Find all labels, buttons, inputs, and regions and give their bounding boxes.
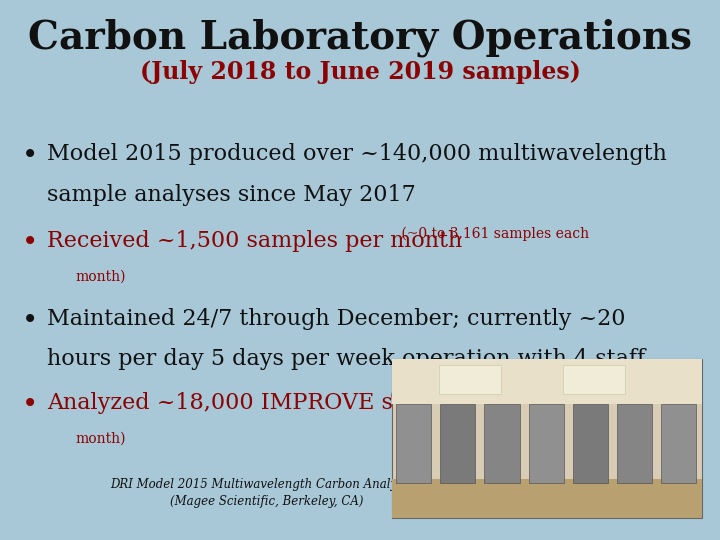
Text: sample analyses since May 2017: sample analyses since May 2017 xyxy=(47,184,415,206)
FancyBboxPatch shape xyxy=(563,366,625,394)
Text: Analyzed ~18,000 IMPROVE samples: Analyzed ~18,000 IMPROVE samples xyxy=(47,392,473,414)
FancyBboxPatch shape xyxy=(440,404,475,483)
FancyBboxPatch shape xyxy=(392,359,702,518)
Text: Model 2015 produced over ~140,000 multiwavelength: Model 2015 produced over ~140,000 multiw… xyxy=(47,143,667,165)
Text: Received ~1,500 samples per month (~0 to 3,161 samples each: Received ~1,500 samples per month (~0 to… xyxy=(47,230,498,244)
FancyBboxPatch shape xyxy=(662,404,696,483)
Text: •: • xyxy=(22,308,38,335)
Text: Received ~1,500 samples per month: Received ~1,500 samples per month xyxy=(47,230,462,252)
Text: •: • xyxy=(22,143,38,170)
Text: Analyzed ~18,000 IMPROVE samples (up to 2,400 per: Analyzed ~18,000 IMPROVE samples (up to … xyxy=(47,392,430,406)
FancyBboxPatch shape xyxy=(485,404,520,483)
Text: •: • xyxy=(22,230,38,256)
Text: (July 2018 to June 2019 samples): (July 2018 to June 2019 samples) xyxy=(140,60,580,84)
FancyBboxPatch shape xyxy=(392,359,702,404)
Text: hours per day 5 days per week operation with 4 staff: hours per day 5 days per week operation … xyxy=(47,348,645,370)
FancyBboxPatch shape xyxy=(617,404,652,483)
Text: Maintained 24/7 through December; currently ~20: Maintained 24/7 through December; curren… xyxy=(47,308,625,330)
FancyBboxPatch shape xyxy=(573,404,608,483)
FancyBboxPatch shape xyxy=(392,478,702,518)
FancyBboxPatch shape xyxy=(439,366,501,394)
FancyBboxPatch shape xyxy=(528,404,564,483)
Text: DRI Model 2015 Multiwavelength Carbon Analyzers
(Magee Scientific, Berkeley, CA): DRI Model 2015 Multiwavelength Carbon An… xyxy=(110,478,423,508)
Text: month): month) xyxy=(76,432,126,446)
Text: (~0 to 3,161 samples each: (~0 to 3,161 samples each xyxy=(397,227,589,241)
FancyBboxPatch shape xyxy=(396,404,431,483)
Text: (up to 2,400 per: (up to 2,400 per xyxy=(386,389,504,403)
Text: month): month) xyxy=(76,270,126,284)
Text: •: • xyxy=(22,392,38,418)
Text: Carbon Laboratory Operations: Carbon Laboratory Operations xyxy=(28,19,692,57)
